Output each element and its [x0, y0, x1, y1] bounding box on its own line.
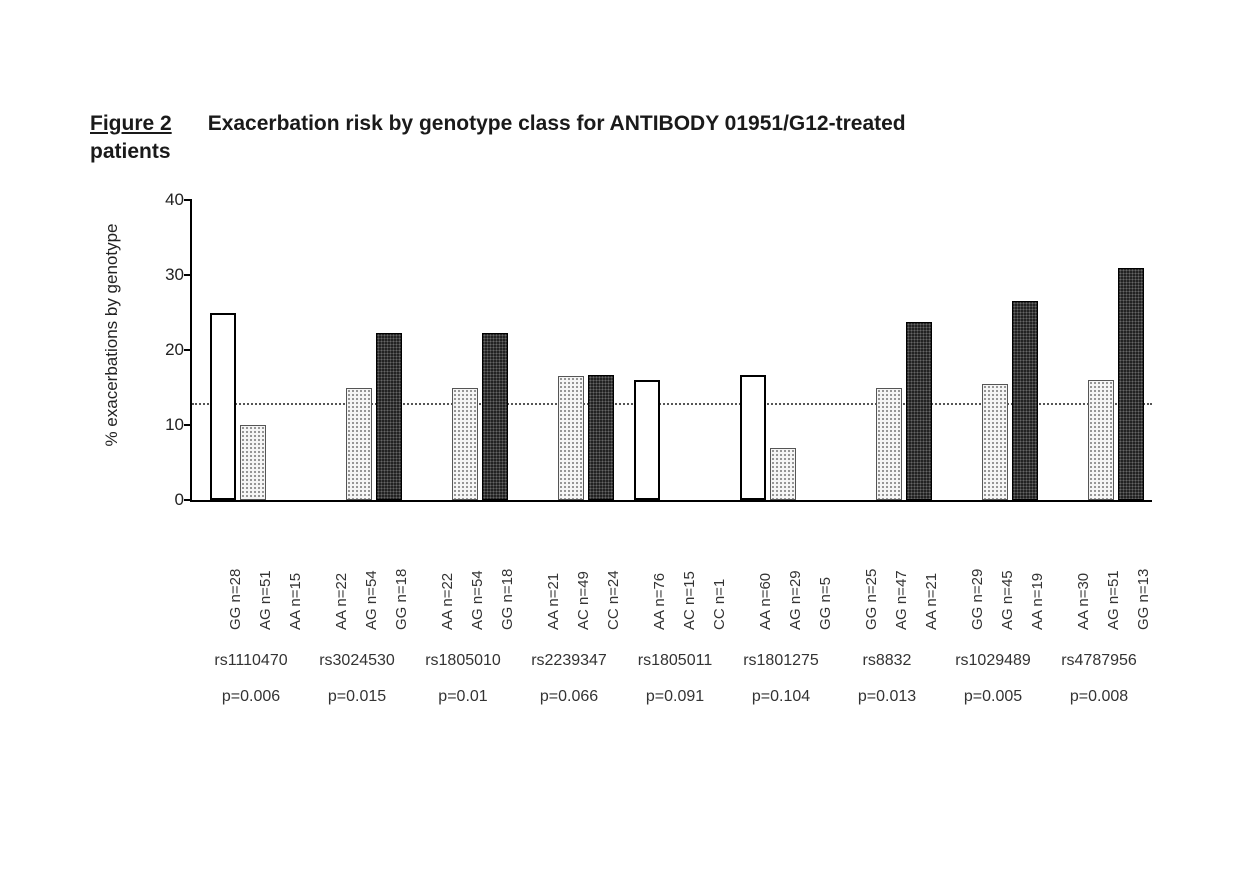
- bar-label: AA n=15: [287, 573, 304, 630]
- pvalue-label: p=0.005: [950, 688, 1036, 706]
- snp-label: rs1805010: [420, 652, 506, 670]
- x-group: AA n=22AG n=54GG n=18rs1805010p=0.01: [420, 510, 506, 760]
- pvalue-label: p=0.008: [1056, 688, 1142, 706]
- bar: [588, 375, 614, 500]
- bar-label: GG n=18: [499, 569, 516, 630]
- snp-label: rs4787956: [1056, 652, 1142, 670]
- pvalue-label: p=0.006: [208, 688, 294, 706]
- bar: [770, 448, 796, 501]
- y-tick-mark: [184, 499, 192, 501]
- pvalue-label: p=0.066: [526, 688, 612, 706]
- bar: [376, 333, 402, 500]
- x-group: GG n=29AG n=45AA n=19rs1029489p=0.005: [950, 510, 1036, 760]
- bar-label: AA n=19: [1029, 573, 1046, 630]
- y-tick-mark: [184, 199, 192, 201]
- bar-label: GG n=25: [863, 569, 880, 630]
- bar: [1012, 301, 1038, 500]
- bar-label: AG n=54: [469, 570, 486, 630]
- x-group: AA n=21AC n=49CC n=24rs2239347p=0.066: [526, 510, 612, 760]
- title-line1: Exacerbation risk by genotype class for …: [208, 112, 906, 135]
- bar-label: AG n=51: [1105, 570, 1122, 630]
- bar: [1088, 380, 1114, 500]
- bar-label: AG n=45: [999, 570, 1016, 630]
- pvalue-label: p=0.104: [738, 688, 824, 706]
- x-group: AA n=22AG n=54GG n=18rs3024530p=0.015: [314, 510, 400, 760]
- y-tick-mark: [184, 424, 192, 426]
- bar-label: AA n=21: [923, 573, 940, 630]
- plot-area: 010203040: [190, 200, 1152, 502]
- bar-label: GG n=13: [1135, 569, 1152, 630]
- x-labels-area: GG n=28 AG n=51 AA n=15 rs1110470 p=0.006 AA …: [190, 510, 1150, 760]
- bar-label: CC n=24: [605, 570, 622, 630]
- bar: [876, 388, 902, 501]
- bar: [346, 388, 372, 501]
- bar-label: AA n=22: [439, 573, 456, 630]
- snp-label: rs8832: [844, 652, 930, 670]
- pvalue-label: p=0.01: [420, 688, 506, 706]
- bar: [558, 376, 584, 500]
- y-tick-label: 0: [150, 490, 184, 510]
- bar-label: AG n=47: [893, 570, 910, 630]
- figure-title: Figure 2 Exacerbation risk by genotype cl…: [90, 110, 1150, 167]
- bar-label: GG n=18: [393, 569, 410, 630]
- reference-line: [192, 403, 1152, 405]
- snp-label: rs3024530: [314, 652, 400, 670]
- y-tick-label: 40: [150, 190, 184, 210]
- snp-label: rs1805011: [632, 652, 718, 670]
- x-group: AA n=30AG n=51GG n=13rs4787956p=0.008: [1056, 510, 1142, 760]
- bar: [740, 375, 766, 500]
- bar-label: AA n=60: [757, 573, 774, 630]
- bar-label: AA n=22: [333, 573, 350, 630]
- bar-label: AG n=54: [363, 570, 380, 630]
- x-group: GG n=25AG n=47AA n=21rs8832p=0.013: [844, 510, 930, 760]
- y-tick-label: 30: [150, 265, 184, 285]
- y-tick-mark: [184, 349, 192, 351]
- bar-label: AG n=51: [257, 570, 274, 630]
- figure-label: Figure 2: [90, 112, 172, 135]
- bar: [906, 322, 932, 501]
- pvalue-label: p=0.013: [844, 688, 930, 706]
- page: Figure 2 Exacerbation risk by genotype cl…: [0, 0, 1240, 877]
- bar-label: AA n=21: [545, 573, 562, 630]
- snp-label: rs1801275: [738, 652, 824, 670]
- bar: [634, 380, 660, 500]
- bar-label: GG n=29: [969, 569, 986, 630]
- bar-label: GG n=5: [817, 577, 834, 630]
- bar: [240, 425, 266, 500]
- x-group: AA n=60AG n=29GG n=5rs1801275p=0.104: [738, 510, 824, 760]
- title-line2: patients: [90, 140, 171, 163]
- pvalue-label: p=0.091: [632, 688, 718, 706]
- bar: [482, 333, 508, 500]
- y-tick-mark: [184, 274, 192, 276]
- y-tick-label: 10: [150, 415, 184, 435]
- snp-label: rs2239347: [526, 652, 612, 670]
- bar-label: CC n=1: [711, 579, 728, 630]
- bar-label: GG n=28: [227, 569, 244, 630]
- x-group: AA n=76AC n=15CC n=1rs1805011p=0.091: [632, 510, 718, 760]
- y-axis-label: % exacerbations by genotype: [102, 185, 122, 485]
- bar-label: AG n=29: [787, 570, 804, 630]
- bar-label: AC n=49: [575, 571, 592, 630]
- bar-label: AC n=15: [681, 571, 698, 630]
- bar: [210, 313, 236, 501]
- bar: [982, 384, 1008, 500]
- x-group: GG n=28AG n=51AA n=15rs1110470p=0.006: [208, 510, 294, 760]
- bar-label: AA n=30: [1075, 573, 1092, 630]
- snp-label: rs1110470: [208, 652, 294, 670]
- bar-label: AA n=76: [651, 573, 668, 630]
- snp-label: rs1029489: [950, 652, 1036, 670]
- chart: % exacerbations by genotype 010203040 GG…: [110, 200, 1170, 760]
- bar: [452, 388, 478, 501]
- y-tick-label: 20: [150, 340, 184, 360]
- pvalue-label: p=0.015: [314, 688, 400, 706]
- bar: [1118, 268, 1144, 501]
